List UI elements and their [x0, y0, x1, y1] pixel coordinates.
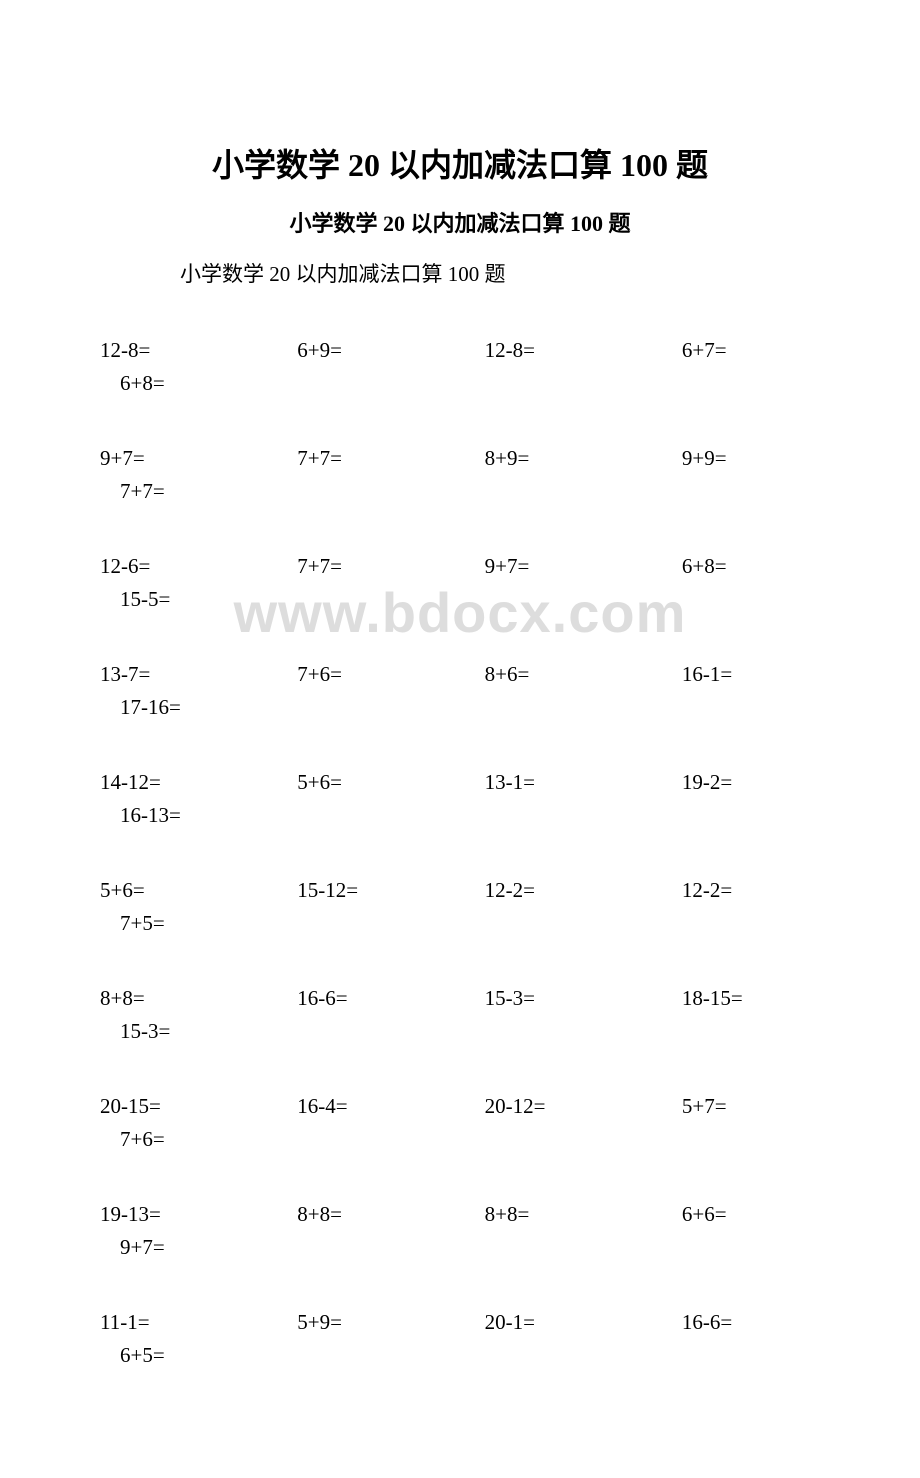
problem-cell: 8+8= — [297, 1202, 484, 1227]
problem-cell: 7+7= — [297, 446, 484, 471]
problem-cell: 19-2= — [682, 770, 820, 795]
problem-row: 9+7= — [100, 1235, 820, 1260]
problem-cell: 5+7= — [682, 1094, 820, 1119]
problem-cell: 11-1= — [100, 1310, 297, 1335]
problem-cell: 15-3= — [485, 986, 682, 1011]
problem-row: 6+5= — [100, 1343, 820, 1368]
problem-row: 12-8= 6+9= 12-8= 6+7= — [100, 338, 820, 363]
problem-row: 7+7= — [100, 479, 820, 504]
problem-row: 16-13= — [100, 803, 820, 828]
problem-cell: 7+6= — [297, 662, 484, 687]
problem-cell: 18-15= — [682, 986, 820, 1011]
problem-row: 13-7= 7+6= 8+6= 16-1= — [100, 662, 820, 687]
problem-row: 9+7= 7+7= 8+9= 9+9= — [100, 446, 820, 471]
problem-cell: 13-1= — [485, 770, 682, 795]
problems-container: 12-8= 6+9= 12-8= 6+7= 6+8= 9+7= 7+7= 8+9… — [100, 338, 820, 1368]
problem-cell: 7+5= — [120, 911, 320, 936]
problem-row: 14-12= 5+6= 13-1= 19-2= — [100, 770, 820, 795]
page-title-text: 小学数学 20 以内加减法口算 100 题 — [180, 258, 820, 288]
problem-cell: 12-2= — [485, 878, 682, 903]
problem-cell: 5+6= — [297, 770, 484, 795]
page-title-main: 小学数学 20 以内加减法口算 100 题 — [100, 140, 820, 186]
problem-cell: 15-3= — [120, 1019, 320, 1044]
problem-row: 7+6= — [100, 1127, 820, 1152]
problem-cell: 16-6= — [297, 986, 484, 1011]
problem-cell: 14-12= — [100, 770, 297, 795]
problem-cell: 20-15= — [100, 1094, 297, 1119]
problem-cell: 16-1= — [682, 662, 820, 687]
problem-cell: 12-2= — [682, 878, 820, 903]
problem-row: 6+8= — [100, 371, 820, 396]
problem-cell: 17-16= — [120, 695, 320, 720]
problem-cell: 12-8= — [100, 338, 297, 363]
problem-cell: 12-6= — [100, 554, 297, 579]
problem-row: 7+5= — [100, 911, 820, 936]
problem-cell: 16-6= — [682, 1310, 820, 1335]
problem-row: 11-1= 5+9= 20-1= 16-6= — [100, 1310, 820, 1335]
problem-row: 8+8= 16-6= 15-3= 18-15= — [100, 986, 820, 1011]
problem-cell: 8+9= — [485, 446, 682, 471]
problem-cell: 9+7= — [120, 1235, 320, 1260]
problem-cell: 6+6= — [682, 1202, 820, 1227]
problem-row: 15-3= — [100, 1019, 820, 1044]
page-title-sub: 小学数学 20 以内加减法口算 100 题 — [100, 206, 820, 238]
problem-cell: 6+5= — [120, 1343, 320, 1368]
problem-cell: 16-13= — [120, 803, 320, 828]
problem-cell: 6+8= — [120, 371, 320, 396]
problem-cell: 5+6= — [100, 878, 297, 903]
problem-cell: 8+6= — [485, 662, 682, 687]
problem-cell: 9+7= — [485, 554, 682, 579]
problem-row: 20-15= 16-4= 20-12= 5+7= — [100, 1094, 820, 1119]
problem-cell: 16-4= — [297, 1094, 484, 1119]
problem-cell: 12-8= — [485, 338, 682, 363]
problem-cell: 15-12= — [297, 878, 484, 903]
problem-row: 5+6= 15-12= 12-2= 12-2= — [100, 878, 820, 903]
problem-cell: 15-5= — [120, 587, 320, 612]
problem-cell: 5+9= — [297, 1310, 484, 1335]
problem-row: 19-13= 8+8= 8+8= 6+6= — [100, 1202, 820, 1227]
problem-cell: 6+7= — [682, 338, 820, 363]
problem-row: 15-5= — [100, 587, 820, 612]
problem-cell: 6+9= — [297, 338, 484, 363]
problem-cell: 13-7= — [100, 662, 297, 687]
problem-cell: 20-1= — [485, 1310, 682, 1335]
problem-cell: 8+8= — [100, 986, 297, 1011]
problem-cell: 7+6= — [120, 1127, 320, 1152]
problem-cell: 6+8= — [682, 554, 820, 579]
problem-cell: 19-13= — [100, 1202, 297, 1227]
problem-cell: 8+8= — [485, 1202, 682, 1227]
problem-row: 17-16= — [100, 695, 820, 720]
problem-cell: 7+7= — [297, 554, 484, 579]
problem-row: 12-6= 7+7= 9+7= 6+8= — [100, 554, 820, 579]
problem-cell: 7+7= — [120, 479, 320, 504]
problem-cell: 9+7= — [100, 446, 297, 471]
problem-cell: 20-12= — [485, 1094, 682, 1119]
problem-cell: 9+9= — [682, 446, 820, 471]
